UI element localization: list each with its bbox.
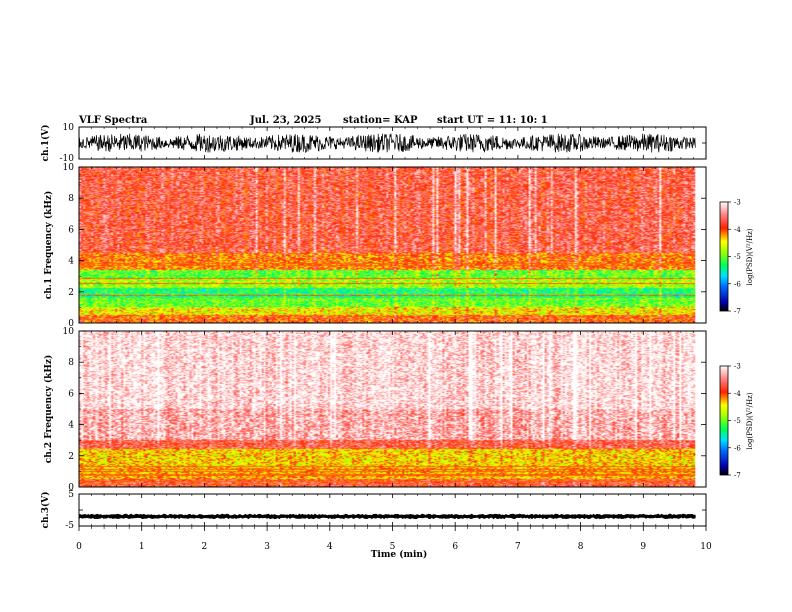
ch2-colorbar-label: log(PSD)(V²/Hz) — [746, 392, 754, 449]
spec-ytick-label-10: 10 — [63, 163, 75, 173]
ch1-spectrogram-ylabel: ch.1 Frequency (kHz) — [43, 191, 54, 300]
ch3-waveform-trace — [78, 513, 696, 520]
colorbar-tick-label--7: -7 — [734, 308, 741, 316]
colorbar-tick-label--3: -3 — [734, 199, 741, 207]
ch1-ytick-top: 10 — [63, 123, 75, 133]
spec-ytick-label-2: 2 — [68, 288, 74, 298]
ch2-colorbar: log(PSD)(V²/Hz) -3 -4 -5 -6 -7 — [719, 363, 754, 480]
x-tick-label-3: 3 — [264, 542, 270, 552]
colorbar-tick-label--5: -5 — [734, 417, 741, 425]
figure-date: Jul. 23, 2025 — [249, 115, 322, 126]
ch3-waveform-frame — [78, 493, 707, 527]
ch1-spectrogram-panel: ch.1 Frequency (kHz) 0 2 4 6 8 10 — [43, 163, 707, 329]
ch1-waveform-panel: 10 -10 ch.1(V) — [40, 123, 707, 164]
station-label: station= KAP — [343, 115, 418, 126]
ch2-spectrogram-ylabel: ch.2 Frequency (kHz) — [43, 355, 54, 464]
ch3-waveform-ylabel: ch.3(V) — [40, 492, 51, 529]
ch1-colorbar: log(PSD)(V²/Hz) -3 -4 -5 -6 -7 — [719, 199, 754, 316]
x-tick-label-1: 1 — [139, 542, 145, 552]
colorbar-tick-label--3: -3 — [734, 363, 741, 371]
x-tick-label-8: 8 — [578, 542, 584, 552]
spec-ytick-label-0: 0 — [68, 319, 74, 329]
figure-title: VLF Spectra — [78, 115, 148, 126]
spec-ytick-label-4: 4 — [68, 421, 74, 431]
spec-ytick-label-0: 0 — [68, 483, 74, 493]
x-tick-label-10: 10 — [700, 542, 712, 552]
colorbar-tick-label--6: -6 — [734, 280, 741, 288]
colorbar-tick-label--7: -7 — [734, 472, 741, 480]
x-tick-label-4: 4 — [327, 542, 333, 552]
x-axis-label: Time (min) — [371, 549, 428, 560]
ch1-waveform-ylabel: ch.1(V) — [40, 125, 51, 162]
ch3-ytick-bottom: -5 — [65, 521, 74, 531]
ch1-spectrogram-image — [79, 167, 696, 323]
x-tick-label-7: 7 — [515, 542, 521, 552]
ch1-waveform-frame — [78, 126, 707, 160]
spec-ytick-label-6: 6 — [68, 389, 74, 399]
spec-ytick-label-8: 8 — [68, 194, 74, 204]
colorbar-tick-label--4: -4 — [734, 226, 741, 234]
ch1-colorbar-label: log(PSD)(V²/Hz) — [746, 228, 754, 285]
x-tick-label-5: 5 — [390, 542, 396, 552]
ch2-colorbar-gradient — [720, 366, 728, 475]
start-time-label: start UT = 11: 10: 1 — [437, 115, 548, 126]
colorbar-tick-label--6: -6 — [734, 444, 741, 452]
spec-ytick-label-6: 6 — [68, 225, 74, 235]
ch2-spectrogram-panel: ch.2 Frequency (kHz) 0 2 4 6 8 10 — [43, 327, 707, 493]
spec-ytick-label-4: 4 — [68, 257, 74, 267]
x-tick-label-2: 2 — [202, 542, 208, 552]
x-tick-label-6: 6 — [452, 542, 458, 552]
ch3-waveform-panel: 5 -5 ch.3(V) — [40, 490, 707, 531]
ch1-ytick-bottom: -10 — [60, 154, 75, 164]
spec-ytick-label-8: 8 — [68, 358, 74, 368]
colorbar-tick-label--4: -4 — [734, 390, 741, 398]
spec-ytick-label-10: 10 — [63, 327, 75, 337]
ch2-spectrogram-image — [79, 331, 696, 487]
x-tick-label-0: 0 — [76, 542, 82, 552]
colorbar-tick-label--5: -5 — [734, 253, 741, 261]
ch3-ytick-top: 5 — [68, 490, 74, 500]
ch1-colorbar-gradient — [720, 202, 728, 311]
x-tick-label-9: 9 — [640, 542, 646, 552]
x-axis-ticks: 0 1 2 3 4 5 6 7 8 9 10 — [76, 127, 712, 552]
ch1-waveform-trace — [78, 133, 696, 153]
spec-ytick-label-2: 2 — [68, 452, 74, 462]
